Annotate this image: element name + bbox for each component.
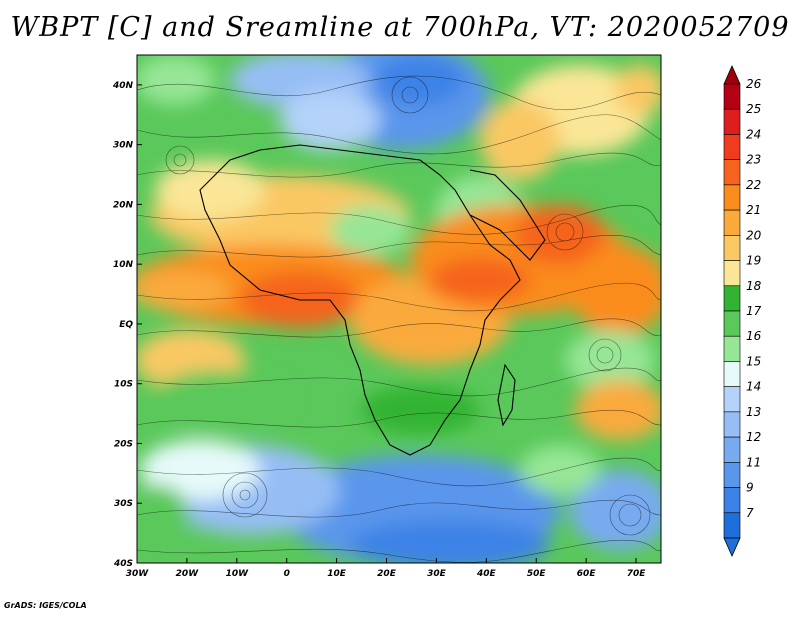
colorbar-swatch: [723, 83, 741, 110]
lon-tick-label: 30W: [126, 569, 150, 579]
lon-tick-label: 40E: [476, 569, 497, 579]
colorbar-swatch: [723, 462, 741, 488]
colorbar-swatch: [723, 184, 741, 211]
lon-tick-label: 10W: [226, 569, 250, 579]
colorbar-label: 24: [746, 127, 761, 141]
lat-tick-label: 40S: [113, 559, 133, 569]
lon-tick-label: 60E: [577, 569, 597, 579]
colorbar-label: 19: [746, 254, 761, 268]
colorbar: 26 25 24 23 22 21 20 19 18 17 16 15 14 13 12 11 9 7: [723, 65, 762, 557]
colorbar-label: 22: [746, 178, 761, 192]
colorbar-label: 20: [746, 228, 762, 242]
wbpt-field: [137, 55, 661, 563]
lat-tick-label: 10S: [114, 380, 133, 390]
longitude-axis: 30W 20W 10W 0 10E 20E 30E 40E 50E 60E 70E: [126, 558, 646, 579]
colorbar-label: 9: [746, 481, 754, 495]
lon-tick-label: 50E: [527, 569, 547, 579]
lat-tick-label: EQ: [119, 320, 133, 330]
colorbar-swatch: [723, 108, 741, 135]
colorbar-label: 16: [746, 329, 762, 343]
lon-tick-label: 30E: [427, 569, 447, 579]
colorbar-swatch: [723, 411, 741, 438]
lat-tick-label: 40N: [112, 81, 134, 91]
colorbar-label: 26: [746, 77, 762, 91]
colorbar-swatch: [723, 386, 741, 413]
lon-tick-label: 70E: [627, 569, 647, 579]
colorbar-label: 17: [746, 304, 762, 318]
lat-tick-label: 20N: [113, 200, 134, 210]
colorbar-label: 14: [746, 380, 761, 394]
colorbar-swatch: [723, 209, 741, 236]
lon-tick-label: 10E: [327, 569, 347, 579]
lat-tick-label: 30S: [114, 499, 133, 509]
colorbar-swatch: [723, 260, 741, 287]
colorbar-label: 21: [746, 203, 761, 217]
colorbar-swatch: [723, 134, 741, 160]
lon-tick-label: 20E: [377, 569, 397, 579]
latitude-axis: 40N 30N 20N 10N EQ 10S 20S 30S 40S: [112, 81, 142, 569]
lon-tick-label: 20W: [176, 569, 200, 579]
colorbar-swatch: [723, 436, 741, 463]
colorbar-label: 25: [746, 102, 761, 116]
colorbar-label: 13: [746, 405, 761, 419]
colorbar-label: 11: [746, 455, 761, 469]
colorbar-swatch: [723, 512, 741, 539]
colorbar-swatch: [723, 285, 741, 312]
colorbar-label: 18: [746, 279, 762, 293]
lat-tick-label: 30N: [113, 141, 134, 151]
map-frame: [136, 54, 662, 564]
colorbar-label: 7: [746, 506, 754, 520]
lat-tick-label: 20S: [114, 439, 133, 449]
colorbar-swatch: [723, 361, 741, 387]
colorbar-swatch: [723, 335, 741, 362]
colorbar-label: 23: [746, 153, 761, 167]
colorbar-swatch: [723, 235, 741, 261]
grads-credit: GrADS: IGES/COLA: [4, 601, 87, 610]
lon-tick-label: 0: [284, 569, 290, 579]
colorbar-top-arrow: [723, 65, 741, 85]
colorbar-label: 12: [746, 430, 761, 444]
colorbar-swatch: [723, 487, 741, 514]
lat-tick-label: 10N: [113, 260, 134, 270]
colorbar-swatch: [723, 159, 741, 186]
colorbar-label: 15: [746, 354, 761, 368]
colorbar-bottom-arrow: [723, 537, 741, 557]
chart-title: WBPT [C] and Sreamline at 700hPa, VT: 20…: [10, 12, 790, 43]
colorbar-swatch: [723, 310, 741, 337]
